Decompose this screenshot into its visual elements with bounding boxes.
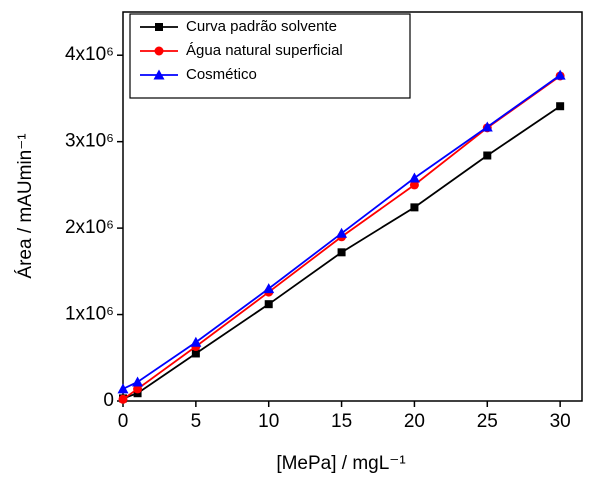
y-axis-label: Área / mAUmin⁻¹: [15, 133, 36, 278]
marker: [408, 172, 420, 183]
marker: [481, 121, 493, 132]
marker: [337, 248, 346, 257]
marker: [483, 151, 492, 160]
marker: [118, 394, 128, 404]
x-tick-label: 15: [331, 411, 352, 432]
x-tick-label: 20: [404, 411, 425, 432]
legend-marker: [153, 69, 165, 80]
marker: [264, 300, 273, 309]
marker: [263, 283, 275, 294]
x-tick-label: 10: [258, 411, 279, 432]
legend-label: Cosmético: [186, 66, 257, 83]
marker: [190, 336, 202, 347]
series-line: [122, 105, 561, 400]
x-tick-label: 25: [477, 411, 498, 432]
x-tick-label: 5: [191, 411, 202, 432]
legend-label: Curva padrão solvente: [186, 18, 337, 35]
legend-label: Água natural superficial: [186, 42, 343, 59]
marker: [117, 383, 129, 394]
marker: [554, 69, 566, 80]
plot-frame: [122, 11, 583, 402]
y-tick-label: 1x10⁶: [65, 304, 114, 325]
marker: [336, 227, 348, 238]
y-tick-label: 3x10⁶: [65, 131, 114, 152]
legend-box: [129, 13, 411, 99]
legend-marker: [155, 23, 163, 31]
y-tick-label: 0: [103, 390, 114, 411]
series-line: [122, 75, 561, 401]
x-tick-label: 0: [118, 411, 129, 432]
y-tick-label: 2x10⁶: [65, 217, 114, 238]
marker: [191, 349, 200, 358]
legend-marker: [154, 46, 164, 56]
marker: [409, 180, 419, 190]
y-tick-label: 4x10⁶: [65, 44, 114, 65]
marker: [132, 376, 144, 387]
marker: [410, 203, 419, 212]
marker: [556, 102, 565, 111]
marker: [133, 384, 143, 394]
series-line: [122, 74, 561, 390]
x-axis-label: [MePa] / mgL⁻¹: [276, 453, 405, 474]
x-tick-label: 30: [550, 411, 571, 432]
